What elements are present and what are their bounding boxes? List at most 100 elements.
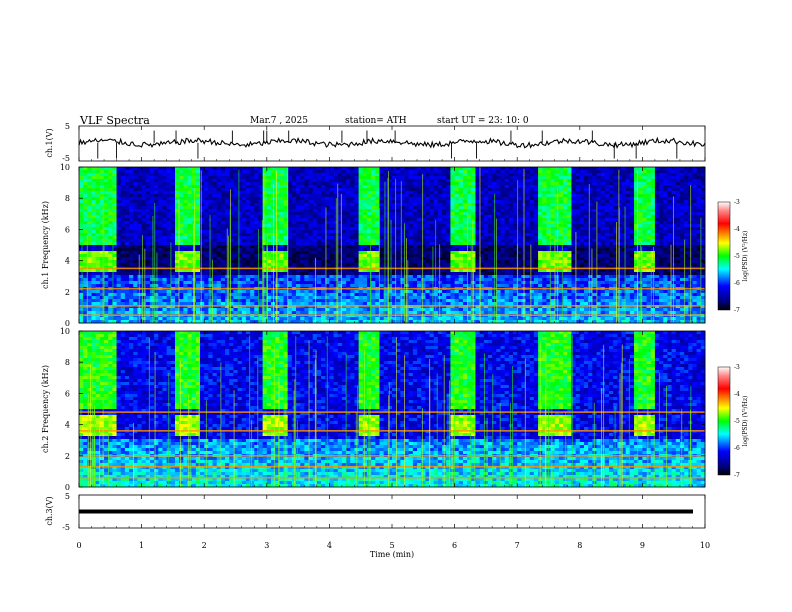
spectrogram-cell	[421, 257, 426, 261]
spectrogram-cell	[609, 176, 614, 180]
spectrogram-cell	[279, 239, 284, 243]
spectrogram-cell	[471, 224, 476, 228]
spectrogram-cell	[145, 248, 151, 252]
spectrogram-cell	[558, 197, 564, 201]
spectrogram-cell	[675, 263, 681, 267]
spectrogram-cell	[83, 239, 88, 243]
spectrogram-cell	[133, 230, 138, 234]
spectrogram-cell	[350, 236, 355, 240]
spectrogram-cell	[600, 185, 606, 189]
spectrogram-cell	[329, 239, 334, 243]
spectrogram-cell	[550, 236, 556, 240]
spectrogram-cell	[600, 188, 606, 192]
spectrogram-cell	[321, 206, 326, 210]
spectrogram-cell	[383, 242, 389, 246]
spectrogram-cell	[116, 257, 122, 261]
spectrogram-cell	[291, 191, 297, 195]
spectrogram-cell	[154, 185, 159, 189]
spectrogram-cell	[87, 200, 92, 204]
spectrogram-cell	[659, 221, 664, 225]
spectrogram-cell	[646, 251, 652, 255]
spectrogram-cell	[567, 263, 572, 267]
spectrogram-cell	[237, 227, 243, 231]
spectrogram-cell	[270, 170, 276, 174]
spectrogram-cell	[333, 203, 339, 207]
spectrogram-cell	[479, 248, 485, 252]
spectrogram-cell	[304, 209, 309, 213]
spectrogram-cell	[700, 212, 706, 216]
spectrogram-cell	[308, 248, 314, 252]
spectrogram-cell	[588, 236, 593, 240]
spectrogram-cell	[667, 191, 673, 195]
spectrogram-cell	[684, 218, 689, 222]
spectrogram-cell	[684, 179, 689, 183]
spectrogram-cell	[429, 176, 435, 180]
spectrogram-cell	[588, 263, 593, 267]
spectrogram-cell	[671, 239, 677, 243]
spectrogram-cell	[83, 194, 88, 198]
spectrogram-cell	[304, 191, 309, 195]
spectrogram-cell	[642, 245, 647, 249]
spectrogram-cell	[137, 176, 142, 180]
spectrogram-cell	[321, 215, 326, 219]
spectrogram-cell	[325, 212, 330, 216]
spectrogram-cell	[287, 263, 293, 267]
spectrogram-cell	[558, 248, 564, 252]
spectrogram-cell	[95, 233, 101, 237]
spectrogram-cell	[137, 227, 142, 231]
spectrogram-cell	[366, 236, 372, 240]
spectrogram-cell	[200, 257, 205, 261]
spectrogram-cell	[454, 239, 460, 243]
spectrogram-cell	[684, 233, 689, 237]
spectrogram-cell	[325, 257, 330, 261]
spectrogram-cell	[283, 248, 289, 252]
spectrogram-cell	[241, 242, 247, 246]
spectrogram-cell	[137, 230, 142, 234]
spectrogram-cell	[654, 197, 660, 201]
spectrogram-cell	[475, 194, 481, 198]
spectrogram-cell	[571, 215, 577, 219]
spectrogram-cell	[354, 170, 360, 174]
spectrogram-cell	[170, 227, 176, 231]
spectrogram-cell	[195, 182, 201, 186]
spectrogram-cell	[663, 188, 668, 192]
spectrogram-cell	[237, 197, 243, 201]
spectrogram-cell	[337, 233, 343, 237]
spectrogram-cell	[458, 263, 464, 267]
spectrogram-cell	[679, 206, 685, 210]
spectrogram-cell	[383, 176, 389, 180]
spectrogram-cell	[554, 257, 560, 261]
spectrogram-cell	[442, 203, 447, 207]
spectrogram-cell	[371, 212, 376, 216]
spectrogram-cell	[675, 218, 681, 222]
spectrogram-cell	[634, 239, 639, 243]
spectrogram-cell	[225, 224, 230, 228]
spectrogram-cell	[275, 173, 280, 177]
spectrogram-cell	[241, 200, 247, 204]
spectrogram-cell	[329, 242, 334, 246]
spectrogram-cell	[500, 218, 506, 222]
spectrogram-cell	[654, 185, 660, 189]
spectrogram-cell	[341, 167, 347, 171]
spectrogram-cell	[321, 248, 326, 252]
spectrogram-cell	[87, 167, 92, 171]
spectrogram-cell	[112, 203, 117, 207]
spectrogram-cell	[446, 227, 451, 231]
spectrogram-cell	[433, 185, 439, 189]
spectrogram-cell	[266, 236, 272, 240]
spectrogram-cell	[129, 224, 134, 228]
spectrogram-cell	[479, 170, 485, 174]
spectrogram-cell	[579, 173, 585, 177]
spectrogram-cell	[621, 173, 627, 177]
spectrogram-cell	[542, 191, 547, 195]
spectrogram-cell	[679, 194, 685, 198]
spectrogram-cell	[400, 173, 405, 177]
spectrogram-cell	[362, 212, 368, 216]
spectrogram-cell	[412, 188, 418, 192]
spectrogram-cell	[554, 221, 560, 225]
spectrogram-cell	[387, 212, 393, 216]
spectrogram-cell	[354, 215, 360, 219]
spectrogram-cell	[583, 263, 589, 267]
spectrogram-cell	[638, 188, 643, 192]
spectrogram-cell	[362, 248, 368, 252]
